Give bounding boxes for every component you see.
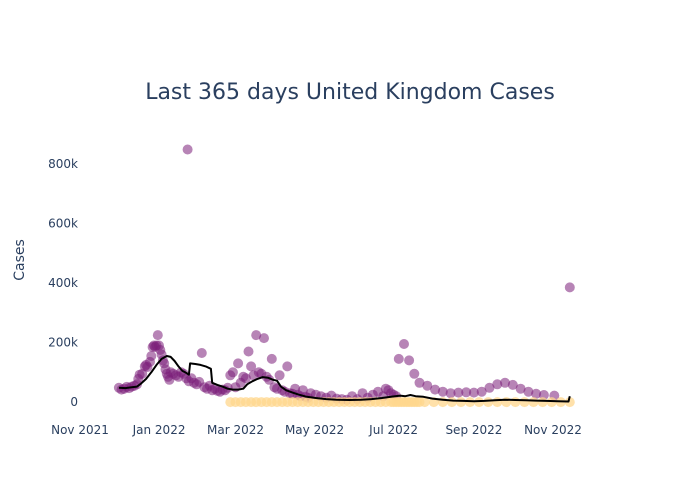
data-point [528, 397, 539, 408]
y-tick-label: 600k [48, 216, 78, 230]
chart-title: Last 365 days United Kingdom Cases [145, 80, 555, 105]
x-tick-label: Mar 2022 [207, 423, 264, 437]
data-point [445, 388, 456, 399]
y-tick-label: 0 [70, 395, 78, 409]
data-point [492, 397, 503, 408]
data-point [266, 353, 277, 364]
x-tick-label: Nov 2022 [524, 423, 582, 437]
y-axis-title: Cases [12, 239, 28, 281]
data-point [483, 397, 494, 408]
data-point [414, 377, 425, 388]
data-point [468, 387, 479, 398]
data-point [409, 368, 420, 379]
series-1-markers [225, 397, 575, 408]
y-tick-label: 400k [48, 276, 78, 290]
data-point [259, 333, 269, 344]
data-point [251, 330, 262, 341]
data-point [233, 358, 244, 369]
x-tick-label: Jan 2022 [132, 423, 186, 437]
data-point [437, 386, 448, 397]
data-point [484, 382, 495, 393]
data-point [501, 397, 512, 408]
x-axis-ticks: Nov 2021 Jan 2022 Mar 2022 May 2022 Jul 2022… [51, 423, 582, 437]
data-point [182, 144, 193, 155]
data-point [474, 397, 485, 408]
data-point [146, 351, 157, 361]
data-point [430, 384, 441, 395]
data-point [227, 367, 238, 378]
data-point [399, 339, 409, 349]
data-point [500, 377, 510, 388]
rolling-average-line [118, 355, 571, 403]
data-point [564, 282, 575, 293]
data-point [246, 361, 257, 372]
plot-area [113, 144, 575, 408]
data-point [523, 386, 534, 397]
data-point [515, 383, 526, 394]
data-point [422, 380, 433, 391]
data-point [507, 379, 518, 390]
data-point [282, 361, 293, 372]
data-point [456, 397, 466, 408]
data-point [461, 387, 472, 398]
x-tick-label: May 2022 [285, 423, 344, 437]
y-tick-label: 200k [48, 336, 78, 350]
y-tick-label: 800k [48, 157, 78, 171]
data-point [196, 348, 207, 358]
data-point [446, 397, 457, 408]
x-tick-label: Sep 2022 [445, 423, 502, 437]
data-point [419, 397, 430, 408]
data-point [393, 353, 404, 364]
data-point [531, 388, 542, 399]
data-point [519, 397, 530, 408]
data-point [492, 379, 503, 390]
series-0-markers [113, 144, 575, 405]
x-tick-label: Jul 2022 [368, 423, 418, 437]
y-axis-ticks: 0 200k 400k 600k 800k [48, 157, 78, 409]
data-point [465, 397, 475, 408]
data-point [274, 370, 285, 381]
data-point [546, 397, 557, 408]
x-tick-label: Nov 2021 [51, 423, 109, 437]
data-point [152, 330, 163, 341]
data-point [537, 397, 548, 408]
data-point [240, 373, 251, 384]
data-point [243, 346, 254, 357]
data-point [453, 387, 464, 398]
data-point [564, 397, 575, 408]
data-point [510, 397, 521, 408]
data-point [476, 386, 487, 397]
data-point [404, 355, 415, 366]
